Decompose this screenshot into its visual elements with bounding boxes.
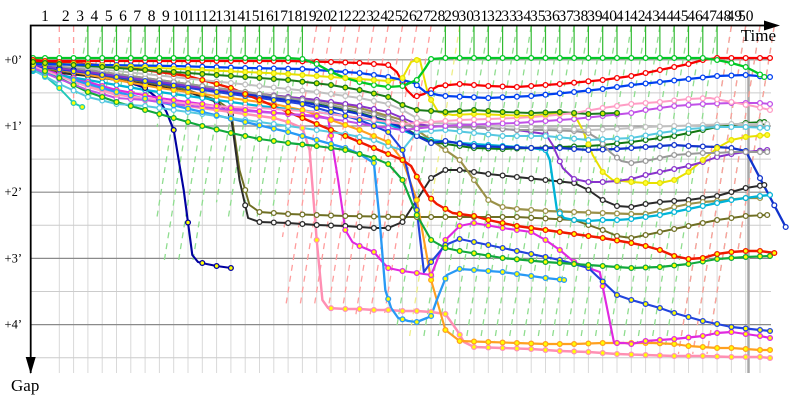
- svg-text:24: 24: [373, 8, 389, 25]
- svg-text:12: 12: [201, 8, 217, 25]
- svg-text:+4’: +4’: [5, 318, 22, 332]
- svg-text:9: 9: [162, 8, 170, 25]
- svg-text:18: 18: [287, 8, 303, 25]
- svg-text:11: 11: [187, 8, 202, 25]
- svg-text:19: 19: [301, 8, 317, 25]
- svg-text:8: 8: [148, 8, 156, 25]
- svg-text:29: 29: [444, 8, 460, 25]
- svg-text:+0’: +0’: [5, 53, 22, 67]
- svg-text:25: 25: [387, 8, 403, 25]
- svg-text:37: 37: [559, 8, 575, 25]
- svg-text:44: 44: [659, 8, 675, 25]
- svg-text:13: 13: [215, 8, 231, 25]
- svg-text:41: 41: [616, 8, 632, 25]
- svg-text:3: 3: [76, 8, 84, 25]
- svg-text:40: 40: [601, 8, 617, 25]
- svg-text:1: 1: [41, 8, 49, 25]
- svg-text:43: 43: [644, 8, 660, 25]
- svg-text:14: 14: [230, 8, 246, 25]
- svg-text:46: 46: [687, 8, 703, 25]
- svg-text:+3’: +3’: [5, 251, 22, 265]
- svg-text:38: 38: [573, 8, 589, 25]
- svg-text:6: 6: [119, 8, 127, 25]
- svg-text:17: 17: [273, 8, 289, 25]
- svg-text:5: 5: [105, 8, 113, 25]
- svg-text:31: 31: [473, 8, 489, 25]
- svg-text:2: 2: [62, 8, 70, 25]
- svg-text:26: 26: [401, 8, 417, 25]
- svg-text:34: 34: [516, 8, 532, 25]
- svg-text:16: 16: [258, 8, 274, 25]
- svg-text:47: 47: [702, 8, 718, 25]
- svg-text:42: 42: [630, 8, 646, 25]
- svg-text:22: 22: [344, 8, 360, 25]
- svg-text:+1’: +1’: [5, 119, 22, 133]
- svg-text:Time: Time: [741, 26, 776, 45]
- svg-text:15: 15: [244, 8, 260, 25]
- svg-text:48: 48: [716, 8, 732, 25]
- svg-text:Gap: Gap: [11, 376, 39, 395]
- svg-text:30: 30: [458, 8, 474, 25]
- svg-text:20: 20: [315, 8, 331, 25]
- svg-text:45: 45: [673, 8, 689, 25]
- svg-text:27: 27: [416, 8, 432, 25]
- svg-text:21: 21: [330, 8, 346, 25]
- svg-text:10: 10: [172, 8, 188, 25]
- svg-text:23: 23: [358, 8, 374, 25]
- svg-text:+2’: +2’: [5, 185, 22, 199]
- svg-text:39: 39: [587, 8, 603, 25]
- svg-text:4: 4: [91, 8, 99, 25]
- svg-text:50: 50: [738, 8, 754, 25]
- svg-text:33: 33: [501, 8, 517, 25]
- svg-text:7: 7: [133, 8, 141, 25]
- svg-text:32: 32: [487, 8, 503, 25]
- svg-text:28: 28: [430, 8, 446, 25]
- svg-text:35: 35: [530, 8, 546, 25]
- svg-text:49: 49: [727, 8, 743, 25]
- svg-text:36: 36: [544, 8, 560, 25]
